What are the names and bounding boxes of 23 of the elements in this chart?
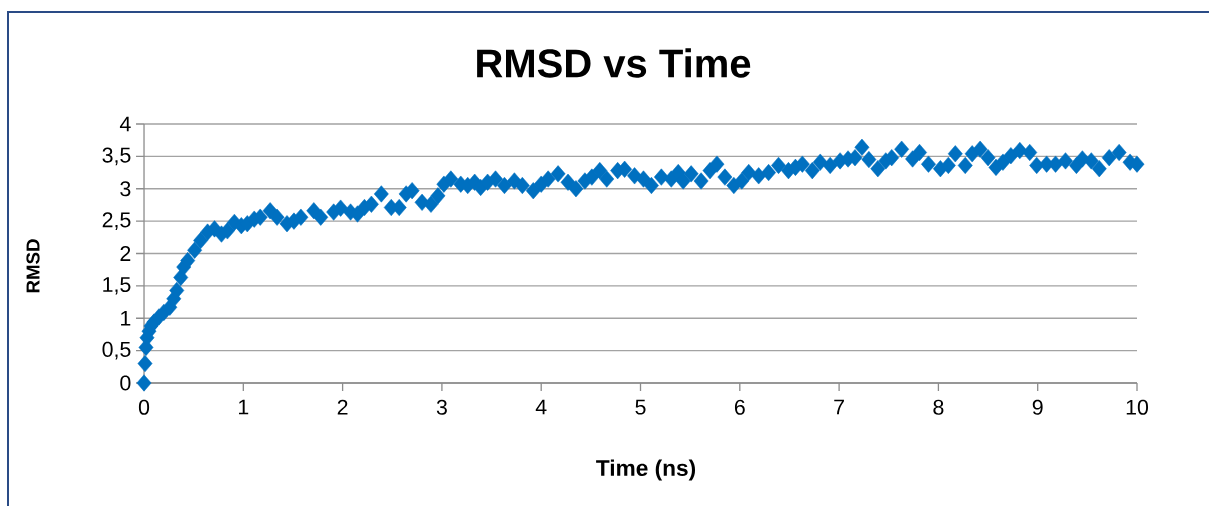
y-tick-label: 2: [120, 246, 131, 261]
x-tick-label: 1: [239, 399, 249, 415]
x-tick-label: 8: [933, 399, 944, 415]
y-tick-label: 1: [121, 310, 131, 326]
x-tick-label: 4: [535, 399, 547, 415]
x-tick-label: 5: [635, 399, 646, 415]
y-tick-label: 2,5: [102, 212, 131, 230]
y-tick-label: 0,5: [102, 341, 131, 360]
y-tick-label: 1,5: [103, 277, 131, 295]
x-tick-label: 10: [1126, 399, 1149, 415]
y-tick-label: 0: [120, 375, 131, 391]
chart-title: RMSD vs Time: [477, 48, 751, 78]
x-axis-title: Time (ns): [596, 459, 696, 481]
x-tick-label: 7: [834, 399, 844, 415]
y-axis-title: RMSD: [26, 239, 40, 293]
x-tick-label: 0: [138, 399, 150, 415]
x-tick-label: 3: [436, 399, 447, 415]
x-tick-label: 2: [337, 399, 348, 415]
x-tick-label: 9: [1032, 399, 1043, 415]
y-tick-label: 4: [119, 116, 131, 132]
x-tick-label: 6: [734, 399, 745, 415]
y-tick-label: 3: [120, 181, 131, 197]
y-tick-label: 3,5: [102, 147, 131, 166]
